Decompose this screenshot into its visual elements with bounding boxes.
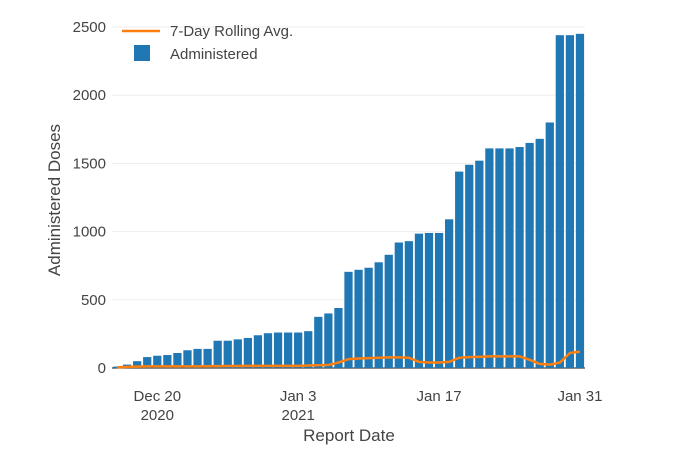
administered-bar xyxy=(475,160,484,368)
administered-bar xyxy=(163,355,172,368)
administered-bar xyxy=(545,122,554,368)
administered-bar xyxy=(243,337,252,368)
administered-bar xyxy=(294,332,303,368)
y-tick-label: 2500 xyxy=(73,19,106,36)
x-axis-title: Report Date xyxy=(303,426,395,445)
administered-bar xyxy=(565,35,575,369)
y-tick-labels: 0 500 1000 1500 2000 2500 xyxy=(73,19,106,377)
x-tick-labels: Dec 20 2020 Jan 3 2021 Jan 17 Jan 31 xyxy=(134,388,603,424)
administered-bar xyxy=(384,254,393,368)
administered-bar xyxy=(404,241,414,368)
administered-bar xyxy=(354,269,363,368)
administered-bar xyxy=(424,232,434,368)
administered-bar xyxy=(304,331,313,368)
administered-bar xyxy=(233,339,242,368)
legend-label-rolling-avg: 7-Day Rolling Avg. xyxy=(170,23,293,40)
y-tick-label: 0 xyxy=(98,360,106,377)
administered-bar xyxy=(263,333,273,368)
administered-bar xyxy=(374,262,383,368)
x-tick-label: Jan 17 xyxy=(417,388,462,405)
y-tick-label: 2000 xyxy=(73,87,106,104)
administered-bar xyxy=(183,350,192,368)
y-tick-label: 1000 xyxy=(73,224,106,241)
bars xyxy=(112,33,585,369)
administered-bar xyxy=(334,307,343,368)
x-tick-label: 2020 xyxy=(141,407,174,424)
administered-bar xyxy=(203,348,212,368)
x-tick-label: Jan 31 xyxy=(557,388,602,405)
administered-bar xyxy=(223,340,232,368)
x-tick-label: 2021 xyxy=(281,407,314,424)
administered-bar xyxy=(153,355,162,368)
legend-bar-swatch xyxy=(134,45,150,61)
administered-bar xyxy=(434,232,444,368)
administered-bar xyxy=(394,242,403,368)
rolling-average-line xyxy=(116,350,581,369)
administered-bar xyxy=(143,357,152,368)
administered-bar xyxy=(253,335,263,368)
administered-bar xyxy=(193,348,202,368)
administered-bar xyxy=(515,147,524,368)
administered-bar xyxy=(555,35,564,369)
administered-bar xyxy=(525,142,534,368)
administered-bar xyxy=(575,33,585,368)
x-tick-label: Dec 20 xyxy=(134,388,182,405)
legend: 7-Day Rolling Avg. Administered xyxy=(122,23,293,63)
administered-bar xyxy=(445,219,454,368)
legend-label-administered: Administered xyxy=(170,46,258,63)
administered-bar xyxy=(324,313,333,368)
rolling-average-line-layer xyxy=(116,350,581,369)
x-tick-label: Jan 3 xyxy=(280,388,317,405)
y-tick-label: 1500 xyxy=(73,155,106,172)
administered-bar xyxy=(495,148,504,368)
administered-bar xyxy=(465,164,474,368)
administered-bar xyxy=(283,332,293,368)
y-axis-title: Administered Doses xyxy=(45,124,64,276)
administered-bar xyxy=(133,361,142,368)
y-tick-label: 500 xyxy=(81,292,106,309)
administered-bar xyxy=(213,340,222,368)
administered-bar xyxy=(505,148,514,368)
administered-bar xyxy=(173,353,182,368)
administered-bar xyxy=(314,316,323,368)
administered-bar xyxy=(455,171,464,368)
administered-bar xyxy=(344,271,353,368)
administered-bar xyxy=(273,332,283,368)
administered-bar xyxy=(485,148,494,368)
administered-bar xyxy=(535,138,544,368)
administered-bar xyxy=(364,267,373,368)
administered-bar xyxy=(414,233,424,368)
